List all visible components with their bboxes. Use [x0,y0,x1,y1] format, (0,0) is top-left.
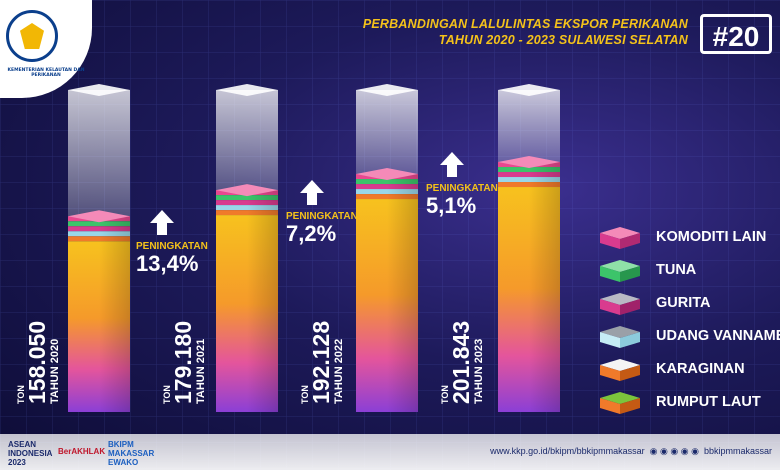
legend-label-tuna: TUNA [656,262,697,278]
year-label-2: TON 179.180 TAHUN 2021 [162,321,207,404]
up-arrow-icon [300,180,324,193]
increase-annotation-3: PENINGKATAN 5,1% [426,152,498,218]
bar-glass-4 [498,90,560,163]
bar-1 [68,84,130,412]
title-block: PERBANDINGAN LALULINTAS EKSPOR PERIKANAN… [363,16,688,48]
year-label-4: TON 201.843 TAHUN 2023 [440,321,485,404]
legend-label-karaginan: KARAGINAN [656,361,745,377]
increase-label: PENINGKATAN [426,183,498,194]
bar-2 [216,84,278,412]
title-line-1: PERBANDINGAN LALULINTAS EKSPOR PERIKANAN [362,17,688,31]
social-handle[interactable]: bbkipmmakassar [703,446,772,456]
bar-glass-cap-4 [498,84,560,96]
hashtag-badge: #20 [700,14,772,54]
value-label: 192.128 [308,320,334,404]
social-icons: ◉ ◉ ◉ ◉ ◉ [649,446,699,456]
ewako-logo: BKIPM MAKASSAR EWAKO [108,440,155,467]
footer-website[interactable]: www.kkp.go.id/bkipm/bbkipmmakassar ◉ ◉ ◉… [490,446,772,457]
year-label-1: TON 158.050 TAHUN 2020 [16,321,61,404]
box-komoditi-lain-icon [600,227,640,249]
bar-glass-2 [216,90,278,191]
value-label: 179.180 [170,320,196,404]
box-tuna-icon [600,260,640,282]
value-label: 201.843 [448,320,474,404]
category-label: TAHUN 2022 [333,338,345,404]
box-rumput-laut-icon [600,392,640,414]
bar-top-2 [216,184,278,197]
box-karaginan-icon [600,359,640,381]
bar-shade-3 [387,174,418,412]
bar-top-3 [356,168,418,181]
legend-label-udang-vannamei: UDANG VANNAMEI [656,328,780,344]
bar-glass-cap-3 [356,84,418,96]
bar-glass-3 [356,90,418,175]
category-label: TAHUN 2023 [473,338,485,404]
bar-glass-1 [68,90,130,217]
bar-shade-1 [99,216,130,412]
up-arrow-stem [447,165,457,177]
legend-label-komoditi-lain: KOMODITI LAIN [656,229,767,245]
kkp-emblem-icon [6,10,58,62]
increase-annotation-2: PENINGKATAN 7,2% [286,180,358,246]
bar-glass-cap-1 [68,84,130,96]
increase-percent: 7,2% [286,221,337,246]
bar-top-1 [68,210,130,223]
year-label-3: TON 192.128 TAHUN 2022 [300,321,345,404]
up-arrow-icon [440,152,464,165]
increase-percent: 5,1% [426,193,477,218]
up-arrow-stem [307,193,317,205]
category-label: TAHUN 2021 [195,338,207,404]
increase-annotation-1: PENINGKATAN 13,4% [136,210,208,276]
category-label: TAHUN 2020 [49,338,61,404]
asean-logo: ASEAN INDONESIA 2023 [8,440,53,467]
footer-bar: ASEAN INDONESIA 2023 BerAKHLAK BKIPM MAK… [0,434,780,470]
box-gurita-icon [600,293,640,315]
value-label: 158.050 [24,320,50,404]
website-text[interactable]: www.kkp.go.id/bkipm/bbkipmmakassar [490,446,645,456]
bar-shade-2 [247,190,278,412]
bar-4 [498,84,560,412]
increase-percent: 13,4% [136,251,199,276]
increase-label: PENINGKATAN [286,211,358,222]
increase-label: PENINGKATAN [136,241,208,252]
bar-3 [356,84,418,412]
up-arrow-stem [157,223,167,235]
title-line-2: TAHUN 2020 - 2023 SULAWESI SELATAN [438,33,688,47]
bar-top-4 [498,156,560,169]
legend-label-rumput-laut: RUMPUT LAUT [656,394,761,410]
box-udang-icon [600,326,640,348]
berakhlak-logo: BerAKHLAK [58,447,106,456]
bar-shade-4 [529,162,560,412]
kkp-logo-card: KEMENTERIAN KELAUTAN DAN PERIKANAN [0,0,92,98]
legend-label-gurita: GURITA [656,295,711,311]
up-arrow-icon [150,210,174,223]
bar-glass-cap-2 [216,84,278,96]
kkp-logo-text: KEMENTERIAN KELAUTAN DAN PERIKANAN [7,68,85,78]
